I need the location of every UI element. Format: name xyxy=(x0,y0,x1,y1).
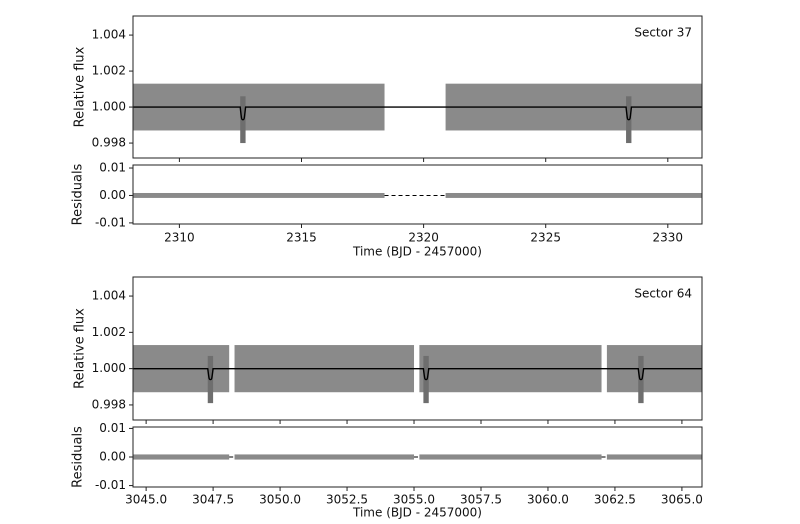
y-tick-label: 0.998 xyxy=(92,397,126,411)
model-line xyxy=(133,367,702,381)
x-tick-label: 2325 xyxy=(530,231,561,245)
residual-axes-frame xyxy=(132,164,703,225)
x-tick-label: 2315 xyxy=(286,231,317,245)
x-tick-label: 3060.0 xyxy=(527,493,569,507)
residual-y-tick-label: 0.00 xyxy=(99,188,126,202)
x-tick-label: 3045.0 xyxy=(125,493,167,507)
y-axis-label: Relative flux xyxy=(73,46,88,127)
x-axis-label: Time (BJD - 2457000) xyxy=(352,506,482,520)
residual-y-tick-label: 0.01 xyxy=(99,161,126,175)
y-tick-label: 1.002 xyxy=(92,325,126,339)
residual-band xyxy=(133,454,230,460)
x-tick-label: 3057.5 xyxy=(460,493,502,507)
y-tick-label: 1.004 xyxy=(92,28,126,42)
x-tick-label: 3047.5 xyxy=(192,493,234,507)
y-tick-label: 1.002 xyxy=(92,64,126,78)
x-tick-label: 2310 xyxy=(164,231,195,245)
x-tick-label: 3065.0 xyxy=(661,493,703,507)
y-tick-label: 1.000 xyxy=(92,100,126,114)
flux-axes-frame xyxy=(132,276,703,421)
model-line xyxy=(133,106,702,121)
residual-y-tick-label: 0.01 xyxy=(99,421,126,435)
residual-band xyxy=(234,454,415,460)
residual-y-tick-label: 0.00 xyxy=(99,450,126,464)
x-tick-label: 3055.0 xyxy=(393,493,435,507)
y-tick-label: 0.998 xyxy=(92,136,126,150)
residual-band xyxy=(133,192,385,198)
x-tick-label: 2330 xyxy=(653,231,684,245)
residual-band xyxy=(606,454,702,460)
flux-axes-frame xyxy=(132,15,703,159)
panel-title: Sector 37 xyxy=(634,26,692,40)
y-tick-label: 1.000 xyxy=(92,361,126,375)
y-tick-label: 1.004 xyxy=(92,289,126,303)
x-tick-label: 2320 xyxy=(408,231,439,245)
residual-band xyxy=(445,192,702,198)
x-axis-label: Time (BJD - 2457000) xyxy=(352,245,482,259)
x-tick-label: 3062.5 xyxy=(594,493,636,507)
residual-y-axis-label: Residuals xyxy=(71,163,86,225)
x-tick-label: 3052.5 xyxy=(326,493,368,507)
x-tick-label: 3050.0 xyxy=(259,493,301,507)
residual-y-axis-label: Residuals xyxy=(71,426,86,488)
residual-y-tick-label: -0.01 xyxy=(95,215,126,229)
residual-y-tick-label: -0.01 xyxy=(95,478,126,492)
residual-band xyxy=(419,454,602,460)
panel-title: Sector 64 xyxy=(634,287,692,301)
y-axis-label: Relative flux xyxy=(73,308,88,389)
